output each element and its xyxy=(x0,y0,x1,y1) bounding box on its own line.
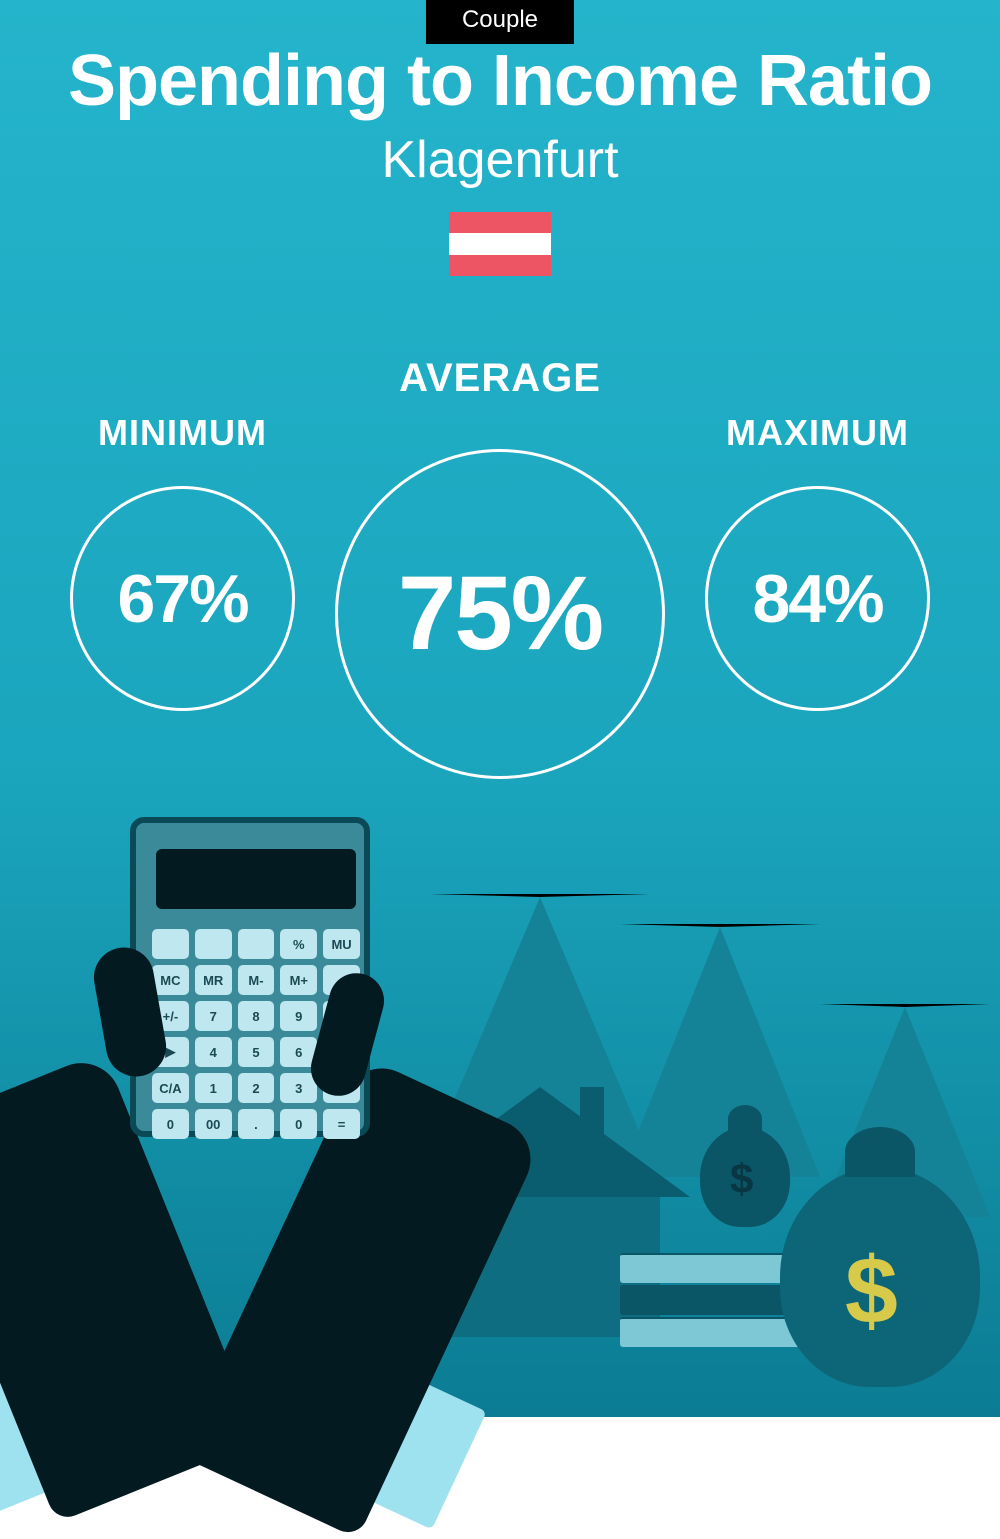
pct-min: 67% xyxy=(117,560,247,638)
bag-top xyxy=(845,1127,915,1177)
flag-stripe-top xyxy=(449,212,551,233)
flag-stripe-bot xyxy=(449,255,551,276)
calc-key: 0 xyxy=(280,1109,317,1139)
calc-key: . xyxy=(238,1109,275,1139)
calc-key: 8 xyxy=(238,1001,275,1031)
calc-key: 9 xyxy=(280,1001,317,1031)
stat-average: AVERAGE 75% xyxy=(335,356,665,779)
bag-top xyxy=(728,1105,762,1133)
calc-key xyxy=(238,929,275,959)
calc-screen xyxy=(156,849,356,909)
calc-key xyxy=(195,929,232,959)
calc-key: C/A xyxy=(152,1073,189,1103)
circle-avg: 75% xyxy=(335,449,665,779)
moneybag-small-icon: $ xyxy=(700,1127,790,1227)
calc-key xyxy=(152,929,189,959)
calc-key: 0 xyxy=(152,1109,189,1139)
calc-key: = xyxy=(323,1109,360,1139)
calc-key: M+ xyxy=(280,965,317,995)
calc-key: 4 xyxy=(195,1037,232,1067)
dollar-icon: $ xyxy=(845,1237,898,1346)
moneybag-large-icon: $ xyxy=(780,1167,980,1387)
hands-holding-calculator: %MUMCMRM-M+:+/-789x▶456-C/A123+000.0= xyxy=(0,857,460,1417)
calc-key: MC xyxy=(152,965,189,995)
stat-label-avg: AVERAGE xyxy=(399,356,601,401)
pct-max: 84% xyxy=(752,560,882,638)
calc-key: 2 xyxy=(238,1073,275,1103)
austria-flag-icon xyxy=(449,212,551,276)
stat-label-min: MINIMUM xyxy=(98,412,267,454)
calc-key: MR xyxy=(195,965,232,995)
stat-minimum: MINIMUM 67% xyxy=(70,412,295,711)
badge-label: Couple xyxy=(462,6,538,33)
category-badge: Couple xyxy=(426,0,574,44)
stats-row: MINIMUM 67% AVERAGE 75% MAXIMUM 84% xyxy=(0,356,1000,779)
calc-key: M- xyxy=(238,965,275,995)
calc-key: 5 xyxy=(238,1037,275,1067)
infographic-page: Couple Spending to Income Ratio Klagenfu… xyxy=(0,0,1000,1417)
stat-label-max: MAXIMUM xyxy=(726,412,909,454)
circle-min: 67% xyxy=(70,486,295,711)
calc-key: MU xyxy=(323,929,360,959)
calc-key: 1 xyxy=(195,1073,232,1103)
circle-max: 84% xyxy=(705,486,930,711)
page-title: Spending to Income Ratio xyxy=(68,40,932,122)
flag-stripe-mid xyxy=(449,233,551,254)
illustration: $ $ %MUMCMRM-M+:+/-789x▶456-C/A123+000.0… xyxy=(0,797,1000,1417)
dollar-icon: $ xyxy=(730,1155,753,1203)
city-name: Klagenfurt xyxy=(381,130,618,190)
calc-key: 7 xyxy=(195,1001,232,1031)
calc-key: 00 xyxy=(195,1109,232,1139)
stat-maximum: MAXIMUM 84% xyxy=(705,412,930,711)
pct-avg: 75% xyxy=(398,554,602,674)
calc-key: % xyxy=(280,929,317,959)
